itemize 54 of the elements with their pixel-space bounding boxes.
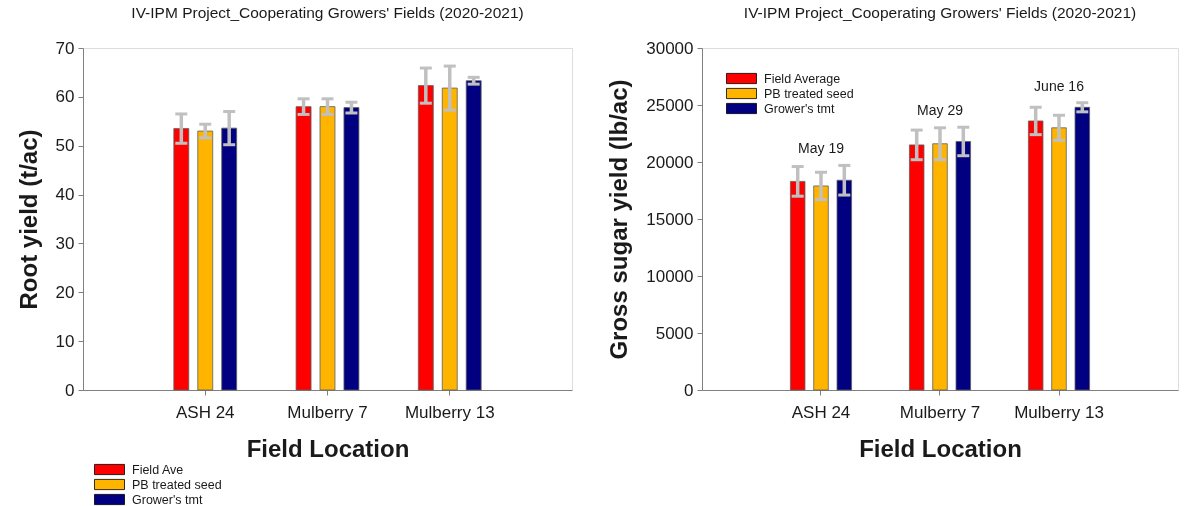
annotation: May 19 [798, 140, 845, 157]
legend-label: PB treated seed [132, 477, 222, 492]
y-tick-label: 25000 [646, 95, 694, 115]
x-tick-label: Mulberry 7 [899, 402, 981, 422]
y-tick-label: 0 [684, 380, 694, 400]
y-tick-label: 70 [55, 38, 75, 58]
bar [221, 127, 238, 391]
y-tick-label: 20 [55, 282, 75, 302]
x-tick-label: ASH 24 [791, 402, 851, 422]
bar [813, 185, 829, 391]
x-axis-title: Field Location [246, 434, 410, 462]
x-tick-label: ASH 24 [175, 402, 235, 422]
y-tick-label: 5000 [655, 323, 694, 343]
chart-title: IV-IPM Project_Cooperating Growers' Fields (2020-2021) [743, 3, 1137, 21]
y-tick-label: 20000 [646, 152, 694, 172]
y-axis-title: Root yield (t/ac) [14, 129, 42, 310]
y-tick-label: 60 [55, 87, 75, 107]
y-axis-title: Gross sugar yield (lb/ac) [605, 79, 633, 360]
chart-title: IV-IPM Project_Cooperating Growers' Fields (2020-2021) [131, 3, 524, 21]
y-tick-label: 40 [55, 185, 75, 205]
bar [417, 85, 434, 391]
bar [319, 106, 336, 391]
bar [836, 179, 852, 391]
legend-label: Grower's tmt [764, 101, 835, 116]
legend-label: PB treated seed [764, 86, 854, 101]
bar [1074, 106, 1090, 391]
y-tick-label: 15000 [646, 209, 694, 229]
x-axis-title: Field Location [859, 434, 1022, 462]
bar [295, 106, 312, 391]
x-tick-label: Mulberry 7 [287, 402, 368, 422]
bar [790, 180, 806, 391]
bar [441, 87, 458, 391]
y-tick-label: 30000 [646, 38, 694, 58]
legend-label: Field Ave [132, 462, 184, 477]
annotation: June 16 [1034, 77, 1085, 94]
x-tick-label: Mulberry 13 [404, 402, 495, 422]
bar [1028, 120, 1044, 391]
bar [1051, 127, 1067, 391]
bar [932, 143, 948, 391]
bar [465, 80, 482, 391]
x-tick-label: Mulberry 13 [1014, 402, 1104, 422]
y-tick-label: 30 [55, 233, 75, 253]
y-tick-label: 0 [65, 380, 75, 400]
bar [173, 128, 190, 391]
y-tick-label: 50 [55, 136, 75, 156]
bar [343, 107, 360, 391]
legend-label: Field Average [764, 71, 841, 86]
legend-label: Grower's tmt [132, 492, 203, 506]
bar [955, 141, 971, 391]
bar [197, 130, 214, 391]
y-tick-label: 10000 [646, 266, 694, 286]
annotation: May 29 [917, 102, 964, 119]
y-tick-label: 10 [55, 331, 75, 351]
bar [909, 144, 925, 391]
